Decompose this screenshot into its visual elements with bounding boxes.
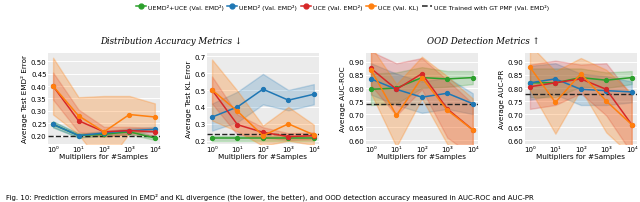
Text: Fig. 10: Prediction errors measured in EMD² and KL divergence (the lower, the be: Fig. 10: Prediction errors measured in E… bbox=[6, 193, 534, 200]
X-axis label: Multipliers for #Samples: Multipliers for #Samples bbox=[60, 153, 148, 159]
X-axis label: Multipliers for #Samples: Multipliers for #Samples bbox=[218, 153, 307, 159]
Text: OOD Detection Metrics ↑: OOD Detection Metrics ↑ bbox=[427, 37, 540, 45]
X-axis label: Multipliers for #Samples: Multipliers for #Samples bbox=[378, 153, 467, 159]
Legend: UEMD²+UCE (Val. EMD²), UEMD² (Val. EMD²), UCE (Val. EMD²), UCE (Val. KL), UCE Tr: UEMD²+UCE (Val. EMD²), UEMD² (Val. EMD²)… bbox=[133, 2, 552, 13]
Y-axis label: Average Test KL Error: Average Test KL Error bbox=[186, 60, 191, 138]
Y-axis label: Average Test EMD² Error: Average Test EMD² Error bbox=[21, 55, 28, 143]
X-axis label: Multipliers for #Samples: Multipliers for #Samples bbox=[536, 153, 625, 159]
Text: Distribution Accuracy Metrics ↓: Distribution Accuracy Metrics ↓ bbox=[100, 37, 243, 45]
Y-axis label: Average AUC-ROC: Average AUC-ROC bbox=[340, 66, 346, 132]
Y-axis label: Average AUC-PR: Average AUC-PR bbox=[499, 69, 505, 128]
